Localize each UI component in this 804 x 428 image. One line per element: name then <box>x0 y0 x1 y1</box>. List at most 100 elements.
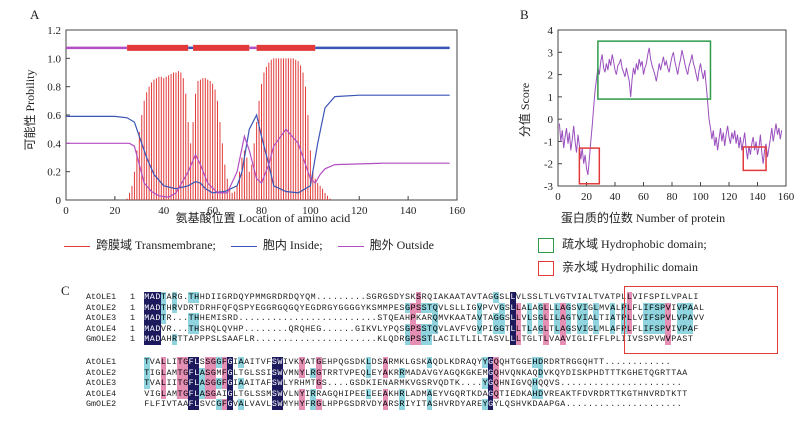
sequence-start: 1 <box>130 292 136 302</box>
y-tick-label: 1.2 <box>47 25 61 37</box>
inside-line <box>66 94 450 194</box>
y-tick-label: 3 <box>548 47 554 59</box>
x-tick-label: 160 <box>449 205 466 217</box>
alignment-row: AtOLE1 TVALLITGFLSSGGFGIAAITVFSWIVKYATGEH… <box>86 357 671 368</box>
legend-text: 胞外 Outside <box>369 238 434 252</box>
sequence-residues: MADTHRVDRTDRHFQFQSPYEGGRGQGQYEGDRGYGGGGY… <box>144 302 704 314</box>
x-tick-label: 140 <box>400 205 417 217</box>
sequence-name: AtOLE3 <box>86 378 117 389</box>
sequence-name: AtOLE2 <box>86 367 117 378</box>
panel-a-label: A <box>30 7 40 22</box>
sequence-start: 1 <box>130 313 136 324</box>
legend-inside: 胞内 Inside; <box>230 236 323 253</box>
y-tick-label: -2 <box>544 159 553 171</box>
x-tick-label: 20 <box>581 191 593 203</box>
hydropathy-line <box>558 47 783 176</box>
legend-text: 胞内 Inside; <box>262 238 323 252</box>
y-tick-label: 0 <box>56 195 62 207</box>
x-tick-label: 0 <box>555 191 561 203</box>
alignment-row: AtOLE4 1 MADVR...THSHQLQVHP........QRQHEG.… <box>86 323 699 335</box>
hydrophobic-domain-box <box>597 40 712 100</box>
sequence-name: AtOLE4 <box>86 323 117 334</box>
legend-line-swatch <box>337 245 364 247</box>
panel-b-legend: 疏水域 Hydrophobic domain; 亲水域 Hydrophilic … <box>538 233 707 279</box>
legend-hydrophilic: 亲水域 Hydrophilic domain <box>538 256 707 279</box>
y-tick-label: 0.6 <box>47 110 61 122</box>
sequence-name: GmOLE2 <box>86 399 117 410</box>
sequence-name: AtOLE3 <box>86 313 117 324</box>
sequence-start: 1 <box>130 302 136 313</box>
x-tick-label: 120 <box>351 205 368 217</box>
legend-text: 疏水域 Hydrophobic domain; <box>562 237 707 251</box>
y-tick-label: 4 <box>548 25 554 37</box>
x-tick-label: 160 <box>778 191 795 203</box>
sequence-residues: TVALIITGFLASGGFGIAAITAFSWLYRHMTGS....GSD… <box>144 378 682 389</box>
y-tick-label: 1 <box>548 92 554 104</box>
legend-transmembrane: 跨膜域 Transmembrane; <box>64 236 216 253</box>
sequence-start: 1 <box>130 334 136 345</box>
alignment-row: AtOLE2 1 MADTHRVDRTDRHFQFQSPYEGGRGQGQYEGDR… <box>86 302 704 314</box>
panel-b-xlabel: 蛋白质的位数 Number of protein <box>561 210 725 225</box>
sequence-residues: TVALLITGFLSSGGFGIAAITVFSWIVKYATGEHPQGSDK… <box>144 357 671 368</box>
sequence-residues: FLFIVTAAFLSVCGFGVALVAVLSWMYHYFRGLHPPGSDR… <box>144 399 682 410</box>
legend-text: 跨膜域 Transmembrane; <box>96 238 216 252</box>
panel-a-chart: 0 20 40 60 80 100 120 140 160 0 0.2 0.4 0.6 0.8 1.0 1.2… <box>23 25 466 225</box>
alignment-highlight-box <box>624 286 778 354</box>
x-tick-label: 80 <box>667 191 679 203</box>
y-tick-label: -1 <box>544 136 553 148</box>
alignment-row: AtOLE2 TIGLAMTGFLASGMFGLTGLSSISWVMNYLRGTR… <box>86 367 688 379</box>
alignment-row: AtOLE3 1 MADTR...THHEMISRD................… <box>86 313 704 324</box>
legend-box-swatch <box>538 237 554 253</box>
x-tick-label: 40 <box>158 205 170 217</box>
alignment-row: AtOLE1 1 MADTARG.THHDIIGRDQYPMMGRDRDQYQM..… <box>86 292 699 303</box>
alignment-row: AtOLE3 TVALIITGFLASGGFGIAAITAFSWLYRHMTGS.… <box>86 378 682 389</box>
legend-line-swatch <box>230 245 257 247</box>
y-tick-label: 1.0 <box>47 53 61 65</box>
x-tick-label: 100 <box>692 191 709 203</box>
outside-line <box>66 128 450 198</box>
sequence-residues: MADAHRTTAPPPSLSAAFLR....................… <box>144 334 693 345</box>
sequence-name: AtOLE4 <box>86 388 117 399</box>
sequence-name: AtOLE1 <box>86 292 117 302</box>
panel-b-label: B <box>520 7 529 22</box>
sequence-name: AtOLE1 <box>86 357 117 367</box>
sequence-residues: VIGLAMTGFLASGAIGLTGLSSMSWVLNYIRRAGQHIPEE… <box>144 388 688 400</box>
x-tick-label: 0 <box>63 205 69 217</box>
x-tick-label: 140 <box>749 191 766 203</box>
alignment-row: GmOLE2 1 MADAHRTTAPPPSLSAAFLR.............… <box>86 334 693 345</box>
x-tick-label: 60 <box>638 191 650 203</box>
y-tick-label: 0.4 <box>47 138 61 150</box>
panel-a-xlabel: 氨基酸位置 Location of amino acid <box>176 210 351 225</box>
sequence-residues: MADTARG.THHDIIGRDQYPMMGRDRDQYQM.........… <box>144 292 699 303</box>
sequence-residues: MADVR...THSHQLQVHP........QRQHEG......GI… <box>144 323 699 335</box>
legend-hydrophobic: 疏水域 Hydrophobic domain; <box>538 233 707 256</box>
hydrophilic-domain-box <box>742 146 767 172</box>
sequence-residues: TIGLAMTGFLASGMFGLTGLSSISWVMNYLRGTRRTVPEQ… <box>144 367 688 379</box>
legend-box-swatch <box>538 260 554 276</box>
legend-outside: 胞外 Outside <box>337 236 434 253</box>
x-tick-label: 20 <box>109 205 121 217</box>
x-tick-label: 100 <box>302 205 319 217</box>
sequence-name: AtOLE2 <box>86 302 117 313</box>
x-tick-label: 80 <box>256 205 268 217</box>
legend-line-swatch <box>64 245 90 247</box>
sequence-name: GmOLE2 <box>86 334 117 345</box>
panel-c-label: C <box>61 283 70 298</box>
y-tick-label: -3 <box>544 181 554 193</box>
alignment-row: GmOLE2 FLFIVTAAFLSVCGFGVALVAVLSWMYHYFRGLH… <box>86 399 682 410</box>
panel-a-ylabel: 可能性 Probility <box>23 69 37 150</box>
panel-a-legend: 跨膜域 Transmembrane; 胞内 Inside; 胞外 Outside <box>64 236 434 253</box>
alignment-row: AtOLE4 VIGLAMTGFLASGAIGLTGLSSMSWVLNYIRRAG… <box>86 388 688 400</box>
y-tick-label: 0.2 <box>47 167 61 179</box>
sequence-start: 1 <box>130 323 136 334</box>
panel-b-ylabel: 分值 Score <box>517 83 532 137</box>
sequence-residues: MADTR...THHEMISRD.......................… <box>144 313 704 324</box>
panel-b-chart: 0 20 40 60 80 100 120 140 160 -3 -2 -1 0 1 2 3 4 分值 Scor… <box>517 25 795 225</box>
y-tick-label: 0 <box>548 114 554 126</box>
y-tick-label: 2 <box>548 70 554 82</box>
hydrophilic-domain-box <box>578 147 601 185</box>
x-tick-label: 40 <box>610 191 622 203</box>
y-tick-label: 0.8 <box>47 82 61 94</box>
x-tick-label: 60 <box>207 205 219 217</box>
